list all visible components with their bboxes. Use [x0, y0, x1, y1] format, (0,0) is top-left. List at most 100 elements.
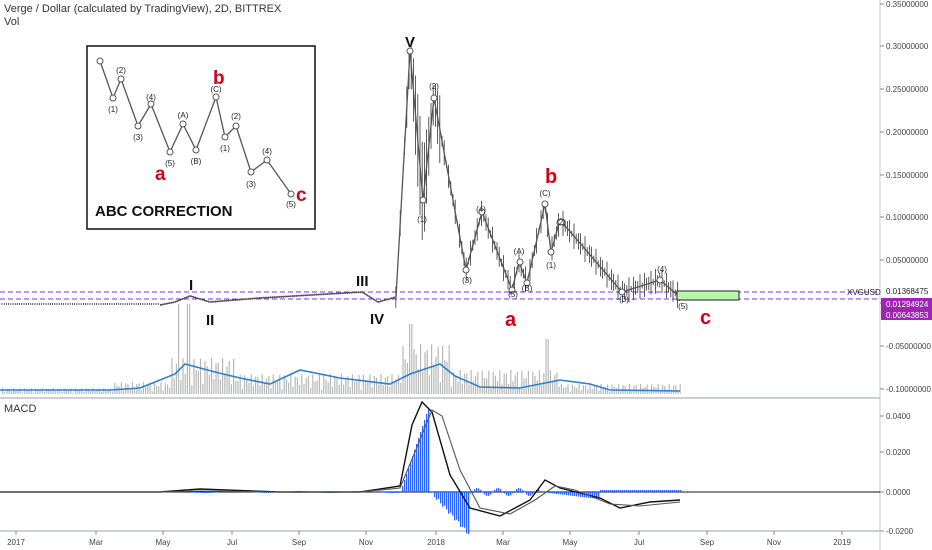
- volume-bar: [283, 375, 285, 394]
- volume-bar: [2, 388, 4, 394]
- macd-hist-bar: [538, 488, 540, 492]
- macd-hist-bar: [672, 490, 674, 492]
- volume-bar: [437, 347, 439, 394]
- volume-bar: [481, 370, 483, 394]
- volume-bar: [213, 379, 215, 394]
- volume-bar: [248, 383, 250, 394]
- inset-wave-label: (C): [210, 85, 221, 94]
- macd-hist-bar: [406, 474, 408, 492]
- macd-hist-bar: [552, 492, 554, 494]
- volume-bar: [400, 382, 402, 394]
- macd-hist-bar: [452, 492, 454, 516]
- price-tick-label: 0.15000000: [886, 171, 929, 180]
- wave-label-II: II: [206, 312, 214, 329]
- volume-bar: [472, 380, 474, 394]
- macd-hist-bar: [410, 462, 412, 492]
- volume-bar: [37, 389, 39, 394]
- macd-hist-bar: [402, 486, 404, 492]
- macd-hist-bar: [516, 488, 518, 492]
- volume-bar: [112, 391, 114, 394]
- volume-bar: [659, 390, 661, 394]
- volume-bar: [565, 387, 567, 394]
- volume-bar: [59, 388, 61, 394]
- volume-bar: [547, 339, 549, 394]
- volume-bar: [307, 375, 309, 394]
- volume-bar: [567, 384, 569, 394]
- macd-hist-bar: [680, 490, 682, 492]
- volume-bar: [83, 391, 85, 394]
- inset-letter-b: b: [213, 68, 225, 89]
- volume-bar: [321, 389, 323, 394]
- wave-point: [478, 208, 486, 216]
- macd-hist-bar: [670, 490, 672, 492]
- volume-bar: [263, 383, 265, 394]
- sub-wave-label: (1): [417, 215, 427, 224]
- volume-bar: [591, 389, 593, 394]
- volume-bar: [98, 388, 100, 394]
- macd-hist-bar: [210, 492, 212, 493]
- volume-bar: [244, 375, 246, 394]
- volume-bar: [237, 380, 239, 394]
- volume-bar: [580, 390, 582, 394]
- volume-bar: [169, 387, 171, 394]
- volume-bar: [79, 390, 81, 394]
- volume-bar: [668, 384, 670, 394]
- volume-bar: [147, 385, 149, 394]
- volume-bar: [57, 389, 59, 394]
- volume-bar: [290, 374, 292, 394]
- macd-hist-bar: [258, 492, 260, 493]
- sub-wave-label: (5): [508, 290, 518, 299]
- volume-bar: [28, 389, 30, 394]
- volume-bar: [332, 386, 334, 394]
- volume-bar: [635, 385, 637, 394]
- macd-hist-bar: [204, 492, 206, 493]
- macd-histogram: [160, 408, 682, 534]
- sub-wave-label: (5): [678, 302, 688, 311]
- macd-hist-bar: [574, 492, 576, 497]
- volume-bar: [156, 385, 158, 394]
- volume-bar: [538, 370, 540, 394]
- macd-hist-bar: [444, 492, 446, 506]
- time-tick-label: Mar: [496, 538, 510, 547]
- volume-bar: [351, 374, 353, 394]
- volume-bar: [448, 345, 450, 394]
- volume-bar: [85, 388, 87, 394]
- wave-point: [541, 200, 549, 208]
- volume-bar: [224, 374, 226, 394]
- volume-bar: [30, 388, 32, 394]
- volume-bar: [195, 369, 197, 394]
- volume-bar: [466, 373, 468, 394]
- volume-bar: [189, 304, 191, 394]
- macd-hist-bar: [560, 492, 562, 495]
- volume-bar: [371, 387, 373, 394]
- volume-bar: [677, 390, 679, 394]
- volume-bar: [204, 360, 206, 394]
- volume-bar: [101, 391, 103, 394]
- wave-point: [618, 288, 626, 296]
- price-tag-3: 0.00643853: [886, 311, 929, 320]
- volume-bar: [160, 382, 162, 394]
- volume-bar: [433, 365, 435, 394]
- volume-bar: [380, 374, 382, 394]
- macd-hist-bar: [678, 490, 680, 492]
- volume-bar: [277, 380, 279, 394]
- volume-bar: [134, 388, 136, 394]
- volume-bar: [340, 374, 342, 394]
- wave-label-c: c: [700, 307, 711, 329]
- volume-bar: [63, 388, 65, 394]
- inset-wave-label: (3): [133, 133, 143, 142]
- volume-bar: [398, 375, 400, 394]
- macd-hist-bar: [484, 492, 486, 495]
- volume-bar: [228, 360, 230, 394]
- volume-bar: [457, 381, 459, 394]
- volume-bar: [516, 371, 518, 394]
- macd-hist-bar: [628, 490, 630, 492]
- macd-hist-bar: [442, 492, 444, 507]
- inset-point: [212, 93, 220, 101]
- macd-hist-bar: [478, 488, 480, 492]
- inset-wave-label: (5): [165, 159, 175, 168]
- macd-hist-bar: [476, 488, 478, 492]
- volume-bar: [316, 380, 318, 394]
- macd-hist-bar: [474, 489, 476, 492]
- volume-bar: [602, 387, 604, 394]
